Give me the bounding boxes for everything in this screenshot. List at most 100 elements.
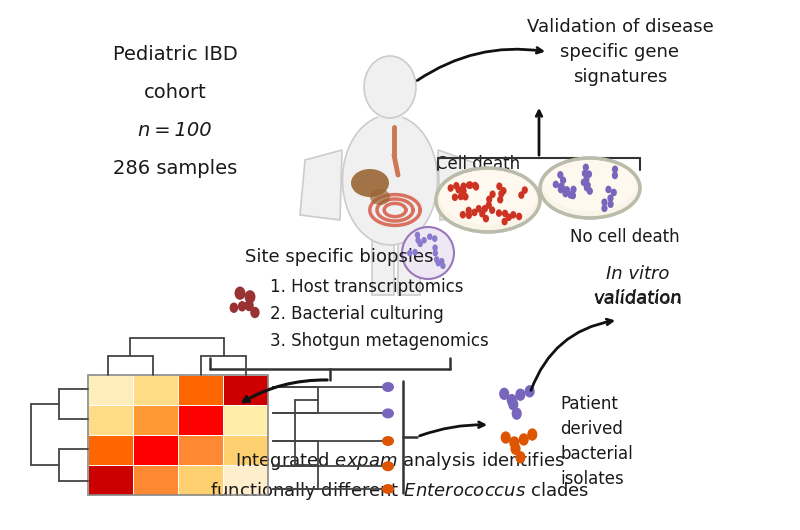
Ellipse shape (466, 207, 472, 214)
Ellipse shape (508, 398, 518, 411)
Ellipse shape (502, 210, 508, 217)
Ellipse shape (570, 186, 577, 193)
Ellipse shape (496, 182, 502, 190)
Ellipse shape (407, 250, 413, 257)
Ellipse shape (370, 189, 390, 205)
Ellipse shape (471, 209, 478, 216)
Ellipse shape (434, 256, 439, 263)
Ellipse shape (461, 187, 466, 195)
Ellipse shape (610, 189, 617, 196)
Ellipse shape (342, 115, 438, 245)
Text: validation: validation (594, 290, 682, 308)
Ellipse shape (540, 158, 640, 218)
Ellipse shape (582, 164, 589, 171)
Bar (133, 405, 178, 435)
Ellipse shape (612, 172, 618, 179)
Bar (88, 375, 133, 405)
Ellipse shape (515, 451, 526, 463)
Bar (223, 375, 268, 405)
Ellipse shape (522, 186, 528, 194)
Bar (88, 405, 133, 435)
Ellipse shape (234, 287, 246, 300)
Ellipse shape (483, 215, 489, 223)
Ellipse shape (250, 307, 260, 318)
Ellipse shape (466, 181, 472, 189)
Ellipse shape (606, 186, 612, 193)
Ellipse shape (467, 181, 474, 189)
Ellipse shape (558, 186, 564, 193)
Ellipse shape (501, 431, 510, 444)
Text: Site specific biopsies: Site specific biopsies (245, 248, 434, 266)
Text: 2. Bacterial culturing: 2. Bacterial culturing (270, 305, 444, 323)
Text: 1. Host transcriptomics: 1. Host transcriptomics (270, 278, 463, 296)
Ellipse shape (412, 249, 418, 255)
Ellipse shape (489, 206, 495, 214)
Polygon shape (300, 150, 342, 220)
Ellipse shape (402, 227, 454, 279)
Ellipse shape (433, 250, 438, 257)
Text: cohort: cohort (144, 83, 206, 102)
Ellipse shape (427, 233, 433, 240)
Ellipse shape (414, 232, 420, 239)
Bar (133, 465, 178, 495)
Text: No cell death: No cell death (570, 228, 680, 246)
Ellipse shape (466, 211, 472, 219)
Ellipse shape (382, 436, 394, 446)
Bar (178, 435, 223, 465)
Ellipse shape (458, 193, 464, 200)
Bar (88, 465, 133, 495)
Text: Integrated $\mathit{expam}$ analysis identifies
functionally different $\mathit{: Integrated $\mathit{expam}$ analysis ide… (210, 450, 590, 502)
Ellipse shape (435, 260, 441, 267)
Ellipse shape (245, 290, 255, 304)
Ellipse shape (432, 235, 438, 242)
Bar (178, 465, 223, 495)
Ellipse shape (500, 187, 506, 195)
Ellipse shape (516, 213, 522, 220)
Ellipse shape (506, 394, 517, 407)
Ellipse shape (518, 434, 529, 446)
Ellipse shape (497, 196, 503, 204)
Text: 286 samples: 286 samples (113, 159, 237, 178)
Bar (378, 115, 402, 140)
Ellipse shape (476, 205, 482, 213)
Ellipse shape (558, 182, 565, 190)
Ellipse shape (564, 186, 570, 194)
Ellipse shape (460, 211, 466, 218)
Text: Cell death: Cell death (436, 155, 520, 173)
Bar (223, 435, 268, 465)
Ellipse shape (461, 182, 466, 190)
Bar (398, 225, 420, 295)
Ellipse shape (612, 165, 618, 173)
Ellipse shape (499, 387, 510, 400)
Ellipse shape (558, 183, 564, 191)
Bar (178, 375, 223, 405)
Ellipse shape (422, 237, 426, 244)
Ellipse shape (498, 190, 505, 198)
Bar (223, 465, 268, 495)
Bar (372, 225, 394, 295)
Ellipse shape (244, 300, 254, 311)
Ellipse shape (452, 193, 458, 201)
Ellipse shape (585, 182, 591, 189)
Bar (133, 375, 178, 405)
Ellipse shape (567, 191, 574, 199)
Ellipse shape (440, 262, 446, 269)
Bar (88, 435, 133, 465)
Ellipse shape (510, 211, 516, 219)
Ellipse shape (432, 244, 438, 251)
Ellipse shape (462, 193, 469, 200)
Bar (223, 405, 268, 435)
Ellipse shape (607, 195, 614, 202)
Ellipse shape (486, 196, 492, 203)
Ellipse shape (415, 237, 421, 244)
Ellipse shape (439, 258, 445, 264)
Ellipse shape (440, 170, 536, 225)
Text: n = 100: n = 100 (138, 121, 212, 140)
Ellipse shape (557, 171, 563, 179)
Ellipse shape (382, 382, 394, 392)
Ellipse shape (382, 484, 394, 494)
Ellipse shape (230, 303, 238, 313)
Ellipse shape (563, 187, 570, 194)
Ellipse shape (586, 187, 593, 195)
Ellipse shape (436, 168, 540, 232)
